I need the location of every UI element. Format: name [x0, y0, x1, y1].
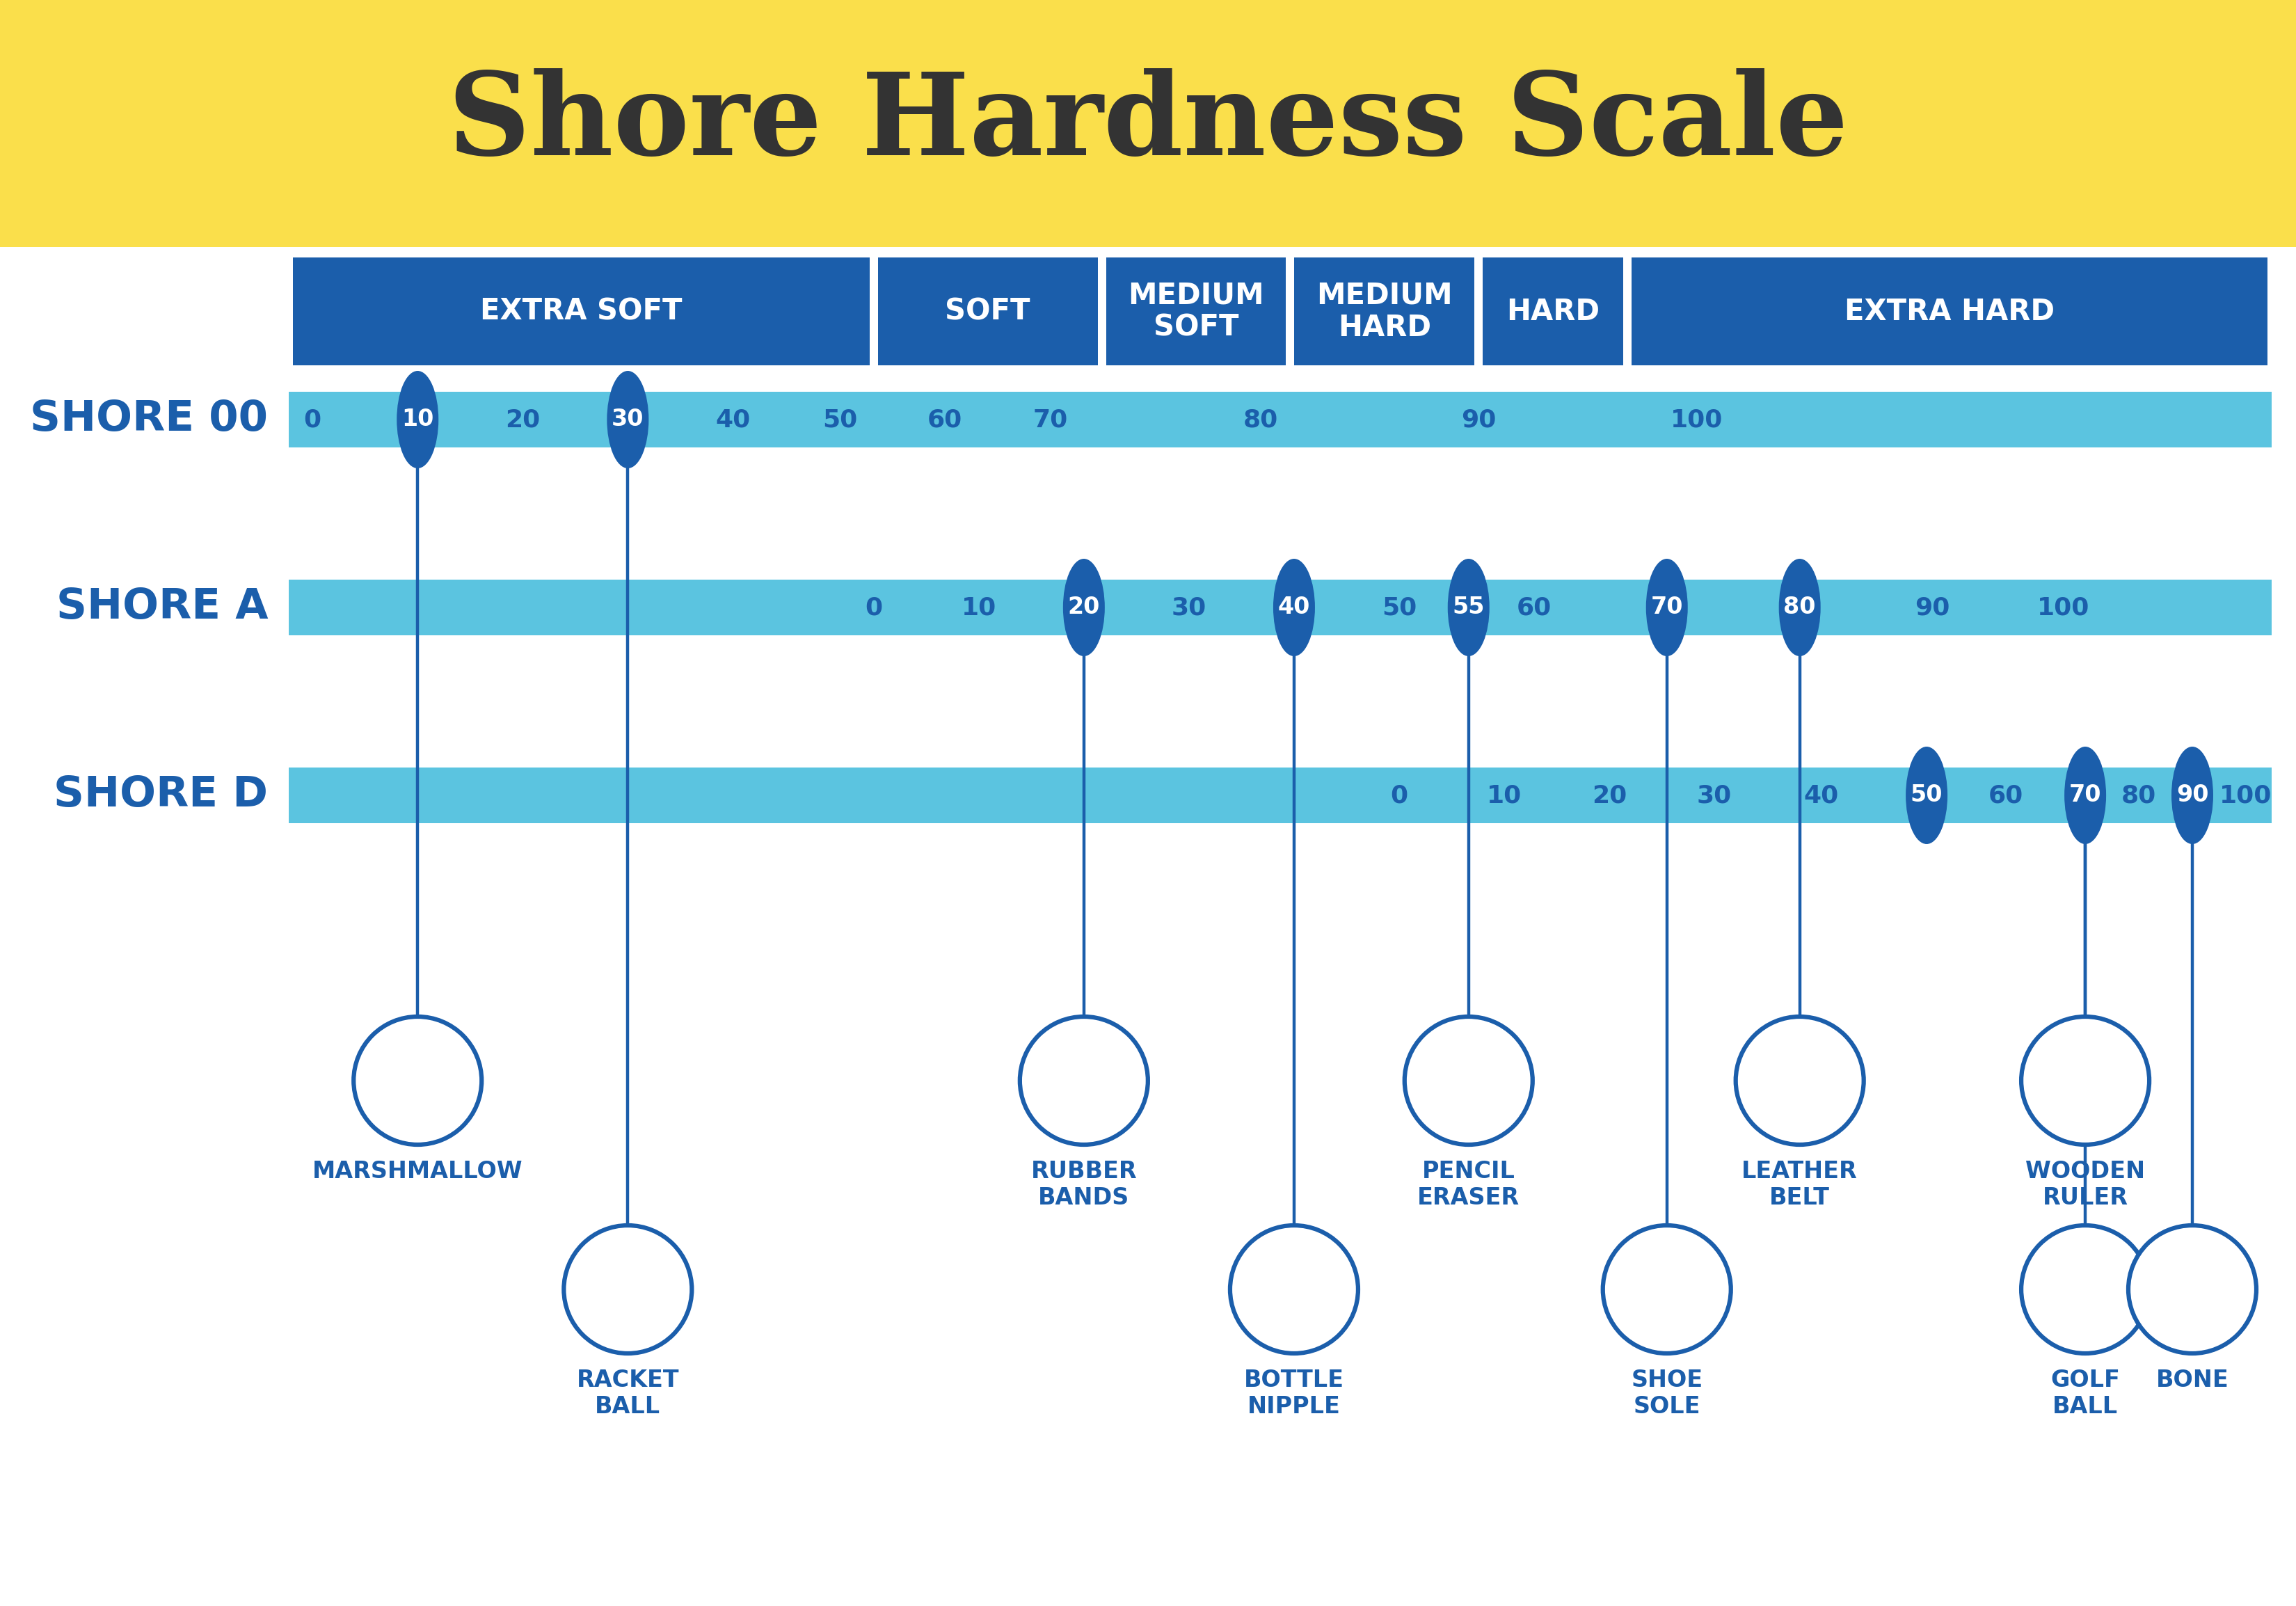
Text: 90: 90: [1460, 408, 1497, 432]
Circle shape: [1736, 1017, 1864, 1145]
Bar: [294, 257, 870, 365]
Bar: [1632, 257, 2268, 365]
Circle shape: [354, 1017, 482, 1145]
Text: 90: 90: [2177, 784, 2209, 806]
Bar: [1483, 257, 1623, 365]
Text: 40: 40: [716, 408, 751, 432]
Text: 10: 10: [962, 596, 996, 620]
Text: 50: 50: [1382, 596, 1417, 620]
Text: PENCIL
ERASER: PENCIL ERASER: [1417, 1160, 1520, 1209]
Bar: [289, 392, 2271, 448]
Text: SHORE A: SHORE A: [55, 586, 269, 628]
Ellipse shape: [606, 371, 650, 469]
Text: 40: 40: [1805, 784, 1839, 808]
Text: 30: 30: [1697, 784, 1731, 808]
Text: 50: 50: [1910, 784, 1942, 806]
Text: RUBBER
BANDS: RUBBER BANDS: [1031, 1160, 1137, 1209]
Bar: [289, 768, 2271, 824]
Text: 50: 50: [822, 408, 856, 432]
Text: SOFT: SOFT: [946, 297, 1031, 326]
Text: GOLF
BALL: GOLF BALL: [2050, 1368, 2119, 1418]
Circle shape: [2128, 1225, 2257, 1354]
Bar: [1295, 257, 1474, 365]
Bar: [289, 580, 2271, 636]
Text: 70: 70: [2069, 784, 2101, 806]
Text: 80: 80: [1242, 408, 1279, 432]
Circle shape: [1405, 1017, 1534, 1145]
Ellipse shape: [1906, 747, 1947, 845]
Text: SHORE 00: SHORE 00: [30, 398, 269, 440]
Text: 60: 60: [928, 408, 962, 432]
Text: 20: 20: [1068, 596, 1100, 618]
Text: 0: 0: [1391, 784, 1407, 808]
Circle shape: [1231, 1225, 1357, 1354]
Circle shape: [2020, 1225, 2149, 1354]
Text: WOODEN
RULER: WOODEN RULER: [2025, 1160, 2144, 1209]
Bar: [877, 257, 1097, 365]
Text: 60: 60: [1988, 784, 2023, 808]
Ellipse shape: [1779, 559, 1821, 657]
Text: 70: 70: [1033, 408, 1068, 432]
Text: 80: 80: [2122, 784, 2156, 808]
Bar: [0, 0, 2296, 247]
Text: BONE: BONE: [2156, 1368, 2229, 1392]
Text: 100: 100: [2037, 596, 2089, 620]
Text: 90: 90: [1915, 596, 1949, 620]
Ellipse shape: [397, 371, 439, 469]
Text: HARD: HARD: [1506, 297, 1600, 326]
Ellipse shape: [1063, 559, 1104, 657]
Text: 30: 30: [1171, 596, 1205, 620]
Text: 0: 0: [303, 408, 321, 432]
Text: LEATHER
BELT: LEATHER BELT: [1743, 1160, 1857, 1209]
Text: MEDIUM
SOFT: MEDIUM SOFT: [1127, 281, 1265, 342]
Text: SHORE D: SHORE D: [53, 774, 269, 816]
Text: 40: 40: [1279, 596, 1311, 618]
Circle shape: [1019, 1017, 1148, 1145]
Text: 0: 0: [866, 596, 882, 620]
Text: 60: 60: [1518, 596, 1552, 620]
Text: EXTRA SOFT: EXTRA SOFT: [480, 297, 682, 326]
Text: MEDIUM
HARD: MEDIUM HARD: [1316, 281, 1453, 342]
Text: 100: 100: [1671, 408, 1722, 432]
Text: MARSHMALLOW: MARSHMALLOW: [312, 1160, 523, 1184]
Text: SHOE
SOLE: SHOE SOLE: [1630, 1368, 1704, 1418]
Text: Shore Hardness Scale: Shore Hardness Scale: [448, 67, 1848, 178]
Ellipse shape: [1646, 559, 1688, 657]
Text: 100: 100: [2220, 784, 2273, 808]
Ellipse shape: [2172, 747, 2213, 845]
Circle shape: [565, 1225, 691, 1354]
Text: EXTRA HARD: EXTRA HARD: [1844, 297, 2055, 326]
Ellipse shape: [1274, 559, 1316, 657]
Text: 10: 10: [402, 408, 434, 430]
Ellipse shape: [2064, 747, 2105, 845]
Text: RACKET
BALL: RACKET BALL: [576, 1368, 680, 1418]
Text: 55: 55: [1453, 596, 1486, 618]
Circle shape: [2020, 1017, 2149, 1145]
Text: 10: 10: [1488, 784, 1522, 808]
Text: 70: 70: [1651, 596, 1683, 618]
Text: 20: 20: [505, 408, 540, 432]
Text: 80: 80: [1784, 596, 1816, 618]
Text: 30: 30: [611, 408, 643, 430]
Bar: [1107, 257, 1286, 365]
Text: BOTTLE
NIPPLE: BOTTLE NIPPLE: [1244, 1368, 1343, 1418]
Circle shape: [1603, 1225, 1731, 1354]
Ellipse shape: [1449, 559, 1490, 657]
Text: 20: 20: [1591, 784, 1628, 808]
